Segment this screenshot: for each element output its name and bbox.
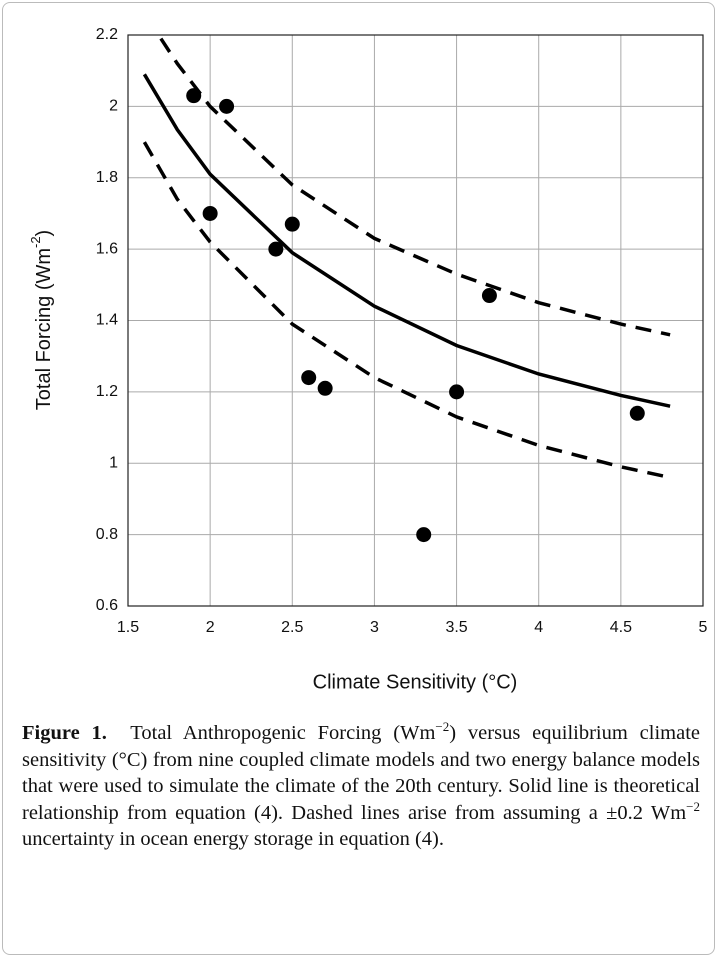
y-tick-label: 1.4 bbox=[96, 312, 118, 329]
y-tick-label: 2 bbox=[109, 98, 118, 115]
data-point bbox=[481, 288, 497, 304]
chart: Climate Sensitivity (°C) Total Forcing (… bbox=[28, 26, 708, 693]
data-point bbox=[219, 98, 235, 114]
plot-frame bbox=[127, 34, 704, 607]
caption-label: Figure 1. bbox=[22, 722, 107, 744]
x-tick-label: 4.5 bbox=[610, 619, 632, 636]
y-axis-label: Total Forcing (Wm-2) bbox=[28, 230, 55, 410]
y-tick-label: 1 bbox=[109, 454, 118, 471]
caption-sup: −2 bbox=[686, 798, 700, 814]
fit-line bbox=[142, 73, 671, 408]
uncertainty-line bbox=[142, 141, 671, 480]
uncertainty-line bbox=[159, 37, 671, 337]
data-point bbox=[317, 380, 333, 396]
x-tick-label: 3 bbox=[370, 619, 379, 636]
y-tick-label: 1.8 bbox=[96, 169, 118, 186]
caption-text: ) versus equilibrium climate sensitivity… bbox=[22, 722, 700, 824]
x-tick-label: 4 bbox=[534, 619, 543, 636]
x-tick-label: 2.5 bbox=[281, 619, 303, 636]
x-tick-label: 1.5 bbox=[117, 619, 139, 636]
caption-text: Total Anthropogenic Forcing (Wm bbox=[130, 722, 436, 744]
data-point bbox=[629, 405, 645, 421]
y-axis-label-text: Total Forcing (Wm bbox=[33, 248, 55, 410]
x-tick-label: 3.5 bbox=[445, 619, 467, 636]
y-tick-label: 1.6 bbox=[96, 240, 118, 257]
data-point bbox=[449, 384, 465, 400]
caption-sup: −2 bbox=[435, 719, 450, 735]
figure-caption: Figure 1. Total Anthropogenic Forcing (W… bbox=[22, 720, 700, 853]
data-point bbox=[268, 241, 284, 257]
caption-text: uncertainty in ocean energy storage in e… bbox=[22, 828, 444, 850]
y-tick-label: 1.2 bbox=[96, 383, 118, 400]
data-point bbox=[202, 205, 218, 221]
x-tick-label: 2 bbox=[206, 619, 215, 636]
y-tick-label: 0.8 bbox=[96, 526, 118, 543]
x-axis-label: Climate Sensitivity (°C) bbox=[313, 671, 518, 693]
y-axis-label-sup: -2 bbox=[28, 236, 43, 248]
data-point bbox=[301, 370, 317, 386]
data-point bbox=[284, 216, 300, 232]
y-axis-label-end: ) bbox=[33, 230, 55, 237]
y-tick-label: 0.6 bbox=[96, 597, 118, 614]
data-point bbox=[416, 527, 432, 543]
x-tick-label: 5 bbox=[699, 619, 708, 636]
y-tick-label: 2.2 bbox=[96, 26, 118, 43]
